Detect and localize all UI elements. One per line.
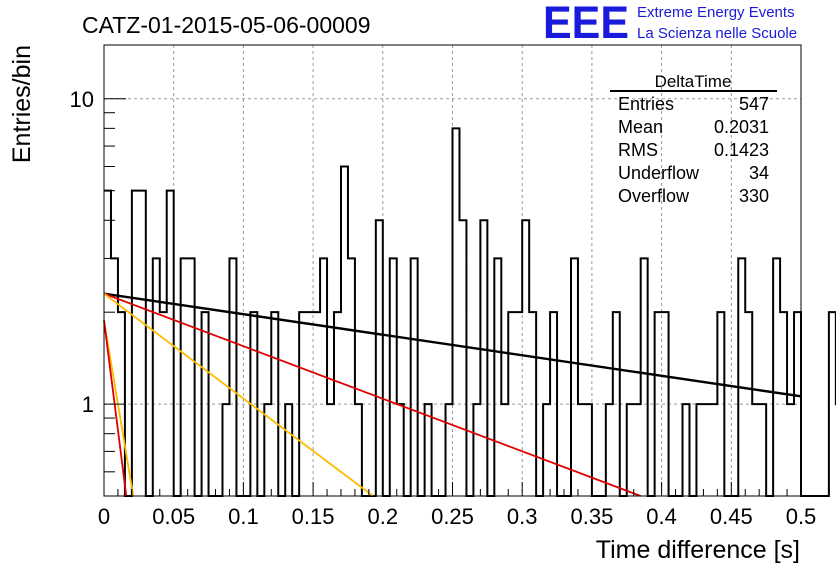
x-tick-label: 0.05 [152,504,195,529]
fit-lines [103,292,802,497]
stats-rows: Entries 547 Mean 0.2031 RMS 0.1423 Underflow 34… [618,94,769,206]
histogram-bars [104,127,836,497]
fit-line-1 [103,292,802,398]
stats-label: RMS [618,140,658,160]
logo: EEE Extreme Energy Events La Scienza nel… [543,0,797,48]
eee-logo-mark: EEE [543,0,629,48]
x-axis-label: Time difference [s] [596,536,800,564]
axis-ticks: 0 0.05 0.1 0.15 0.2 0.25 0.3 0.35 0.4 0.45 0.5 1 10 [70,87,817,529]
y-tick-label: 1 [82,392,94,417]
stats-value: 547 [739,94,769,114]
x-tick-label: 0.25 [431,504,474,529]
stats-value: 0.2031 [714,117,769,137]
fit-line-5 [103,320,128,497]
x-tick-label: 0.45 [710,504,753,529]
x-tick-label: 0.35 [570,504,613,529]
fit-line-4 [103,320,135,497]
logo-line-1: Extreme Energy Events [637,4,795,21]
x-tick-label: 0 [98,504,110,529]
x-tick-label: 0.3 [507,504,538,529]
fit-line-3 [103,292,374,497]
stats-label: Entries [618,94,674,114]
logo-line-2: La Scienza nelle Scuole [637,25,797,42]
stats-label: Overflow [618,186,690,206]
histogram-outline [104,127,836,497]
y-tick-label: 10 [70,87,94,112]
x-tick-label: 0.15 [292,504,335,529]
x-tick-label: 0.2 [368,504,399,529]
fit-line-2 [103,292,642,497]
y-axis-label: Entries/bin [8,45,36,163]
stats-title: DeltaTime [655,72,732,91]
stats-box: DeltaTime Entries 547 Mean 0.2031 RMS 0.1423 U… [610,72,777,206]
stats-label: Mean [618,117,663,137]
x-tick-label: 0.5 [786,504,817,529]
x-tick-label: 0.1 [228,504,259,529]
chart-title: CATZ-01-2015-05-06-00009 [82,12,371,38]
stats-value: 34 [749,163,769,183]
stats-label: Underflow [618,163,700,183]
stats-value: 330 [739,186,769,206]
x-tick-label: 0.4 [646,504,677,529]
stats-value: 0.1423 [714,140,769,160]
